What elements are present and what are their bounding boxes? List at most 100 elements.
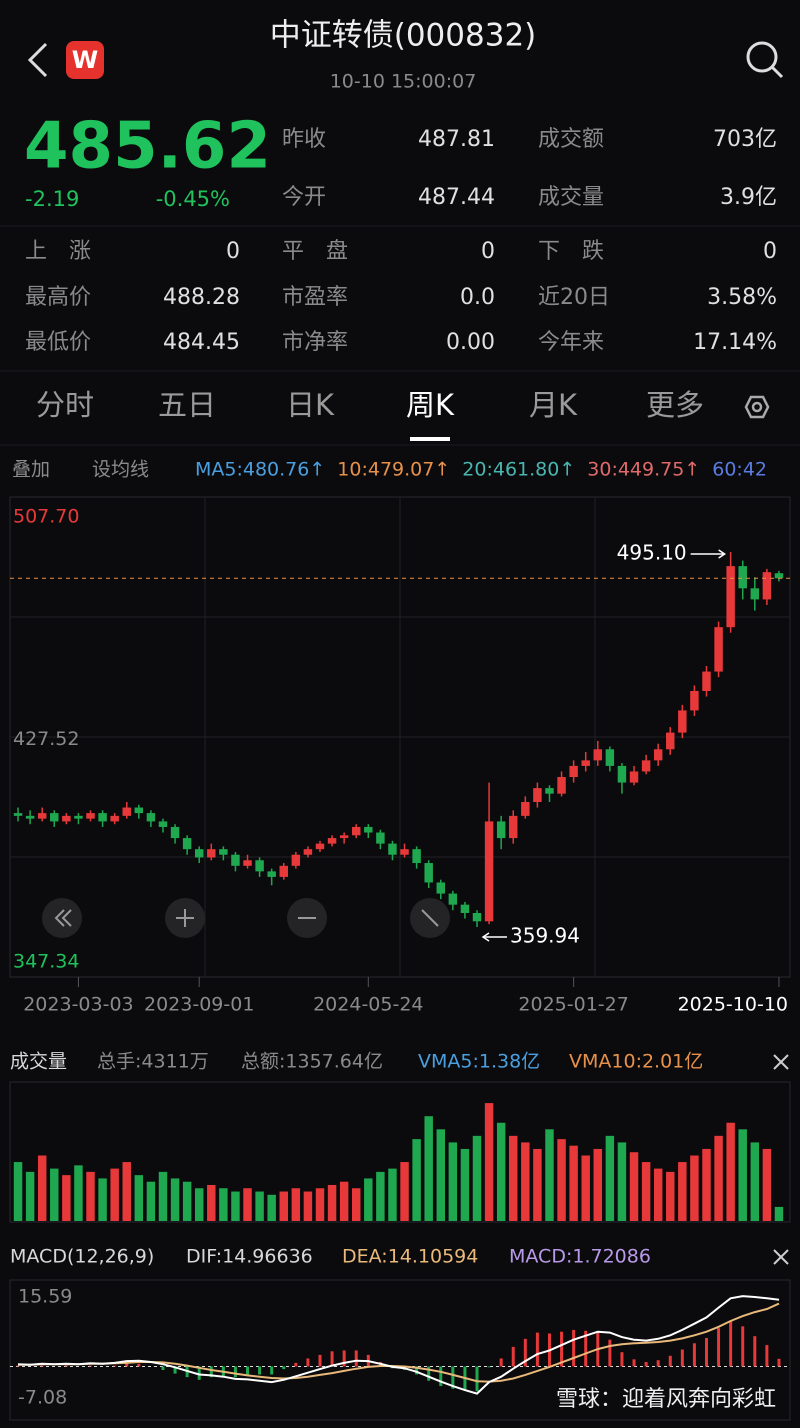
stat-label: 上 涨 xyxy=(25,239,91,264)
candle-body xyxy=(25,815,35,819)
ma-label: 60:42 xyxy=(712,459,767,481)
volume-bar xyxy=(714,1135,723,1221)
settings-button[interactable] xyxy=(744,395,770,419)
stat-label: 最低价 xyxy=(25,330,91,355)
candle-body xyxy=(750,588,760,600)
candle-body xyxy=(617,765,627,783)
candle-body xyxy=(448,893,458,905)
candle-body xyxy=(267,871,276,877)
volume-bar xyxy=(424,1116,433,1221)
title: 中证转债(000832) xyxy=(270,18,537,54)
stat-value: 3.58% xyxy=(707,285,777,310)
app-icon xyxy=(66,41,104,79)
volume-bar xyxy=(13,1162,23,1221)
ma-label: 20:461.80↑ xyxy=(462,459,575,481)
y-tick-label: 507.70 xyxy=(13,506,79,528)
volume-hand: 总手:4311万 xyxy=(97,1051,209,1073)
x-tick-label: 2023-03-03 xyxy=(23,994,133,1016)
candle-body xyxy=(50,813,59,822)
volume-bar xyxy=(557,1139,566,1221)
y-tick-label: 347.34 xyxy=(13,951,79,973)
candle-body xyxy=(158,821,168,827)
back-button[interactable] xyxy=(27,42,48,78)
volume-bar xyxy=(666,1171,675,1221)
candle-body xyxy=(351,826,361,836)
volume-title: 成交量 xyxy=(10,1051,67,1073)
tab[interactable]: 分时 xyxy=(36,388,94,422)
volume-bar xyxy=(629,1152,639,1221)
tab[interactable]: 五日 xyxy=(158,388,216,422)
volume-bar xyxy=(231,1191,240,1221)
candle-body xyxy=(134,807,144,814)
volume-amount: 总额:1357.64亿 xyxy=(241,1051,383,1073)
stat-label: 近20日 xyxy=(538,285,610,310)
overlay-button[interactable]: 叠加 xyxy=(12,459,50,481)
candle-body xyxy=(460,904,470,913)
volume-bar xyxy=(376,1171,385,1221)
volume-bar xyxy=(37,1155,47,1221)
ma-setting-button[interactable]: 设均线 xyxy=(92,459,149,481)
time: 10-10 15:00:07 xyxy=(330,71,477,93)
candle-body xyxy=(412,849,421,864)
volume-bar xyxy=(641,1162,651,1221)
candle-body xyxy=(255,860,264,872)
volume-bar xyxy=(74,1165,83,1221)
volume-bar xyxy=(617,1142,627,1221)
stat-value: 487.44 xyxy=(418,185,495,210)
volume-bar xyxy=(25,1171,35,1221)
volume-bar xyxy=(726,1122,735,1221)
stat-value: 0 xyxy=(481,239,495,264)
candle-body xyxy=(496,821,506,839)
stat-value: 703亿 xyxy=(713,127,777,152)
volume-bar xyxy=(388,1168,397,1221)
tab[interactable]: 日K xyxy=(286,388,335,422)
arrow-head xyxy=(718,549,727,559)
volume-bar xyxy=(762,1148,772,1221)
volume-bar xyxy=(303,1191,313,1221)
candle-body xyxy=(315,843,325,850)
volume-bar xyxy=(509,1135,518,1221)
candle-body xyxy=(533,788,542,802)
stat-value: 17.14% xyxy=(693,330,777,355)
volume-bar xyxy=(738,1129,747,1221)
price: 485.62 xyxy=(24,110,271,184)
candle-body xyxy=(327,838,337,844)
tab[interactable]: 周K xyxy=(406,388,455,422)
volume-bar xyxy=(50,1168,59,1221)
candle-body xyxy=(593,749,603,761)
volume-bar xyxy=(750,1142,760,1221)
app-icon-letter: W xyxy=(72,46,98,74)
candle-body xyxy=(774,573,784,579)
candle-body xyxy=(279,865,288,877)
tab-indicator xyxy=(410,437,450,441)
low-annotation: 359.94 xyxy=(510,924,580,948)
candle-body xyxy=(291,854,301,866)
candle-body xyxy=(243,860,252,866)
x-tick-label: 2025-01-27 xyxy=(518,994,628,1016)
candle-body xyxy=(726,566,735,628)
close-volume[interactable] xyxy=(773,1054,789,1070)
candle-body xyxy=(86,813,95,819)
volume-frame xyxy=(9,1081,791,1223)
search-button[interactable] xyxy=(746,41,784,79)
volume-bar xyxy=(327,1184,337,1221)
volume-bar xyxy=(122,1162,131,1221)
tab[interactable]: 月K xyxy=(529,388,578,422)
candle-body xyxy=(122,807,131,816)
volume-bar xyxy=(267,1194,276,1221)
volume-bar xyxy=(774,1206,784,1221)
candle-body xyxy=(690,690,699,711)
candle-body xyxy=(738,566,747,589)
volume-bar xyxy=(545,1129,554,1221)
candle-body xyxy=(37,813,47,819)
macd-frame xyxy=(9,1279,791,1421)
close-macd[interactable] xyxy=(773,1249,789,1265)
chart-controls xyxy=(42,898,450,938)
volume-bar xyxy=(533,1148,542,1221)
stat-value: 488.28 xyxy=(163,285,240,310)
tab[interactable]: 更多 xyxy=(646,388,704,422)
volume-bar xyxy=(158,1171,168,1221)
volume-bar xyxy=(243,1188,252,1221)
volume-bar xyxy=(291,1188,301,1221)
